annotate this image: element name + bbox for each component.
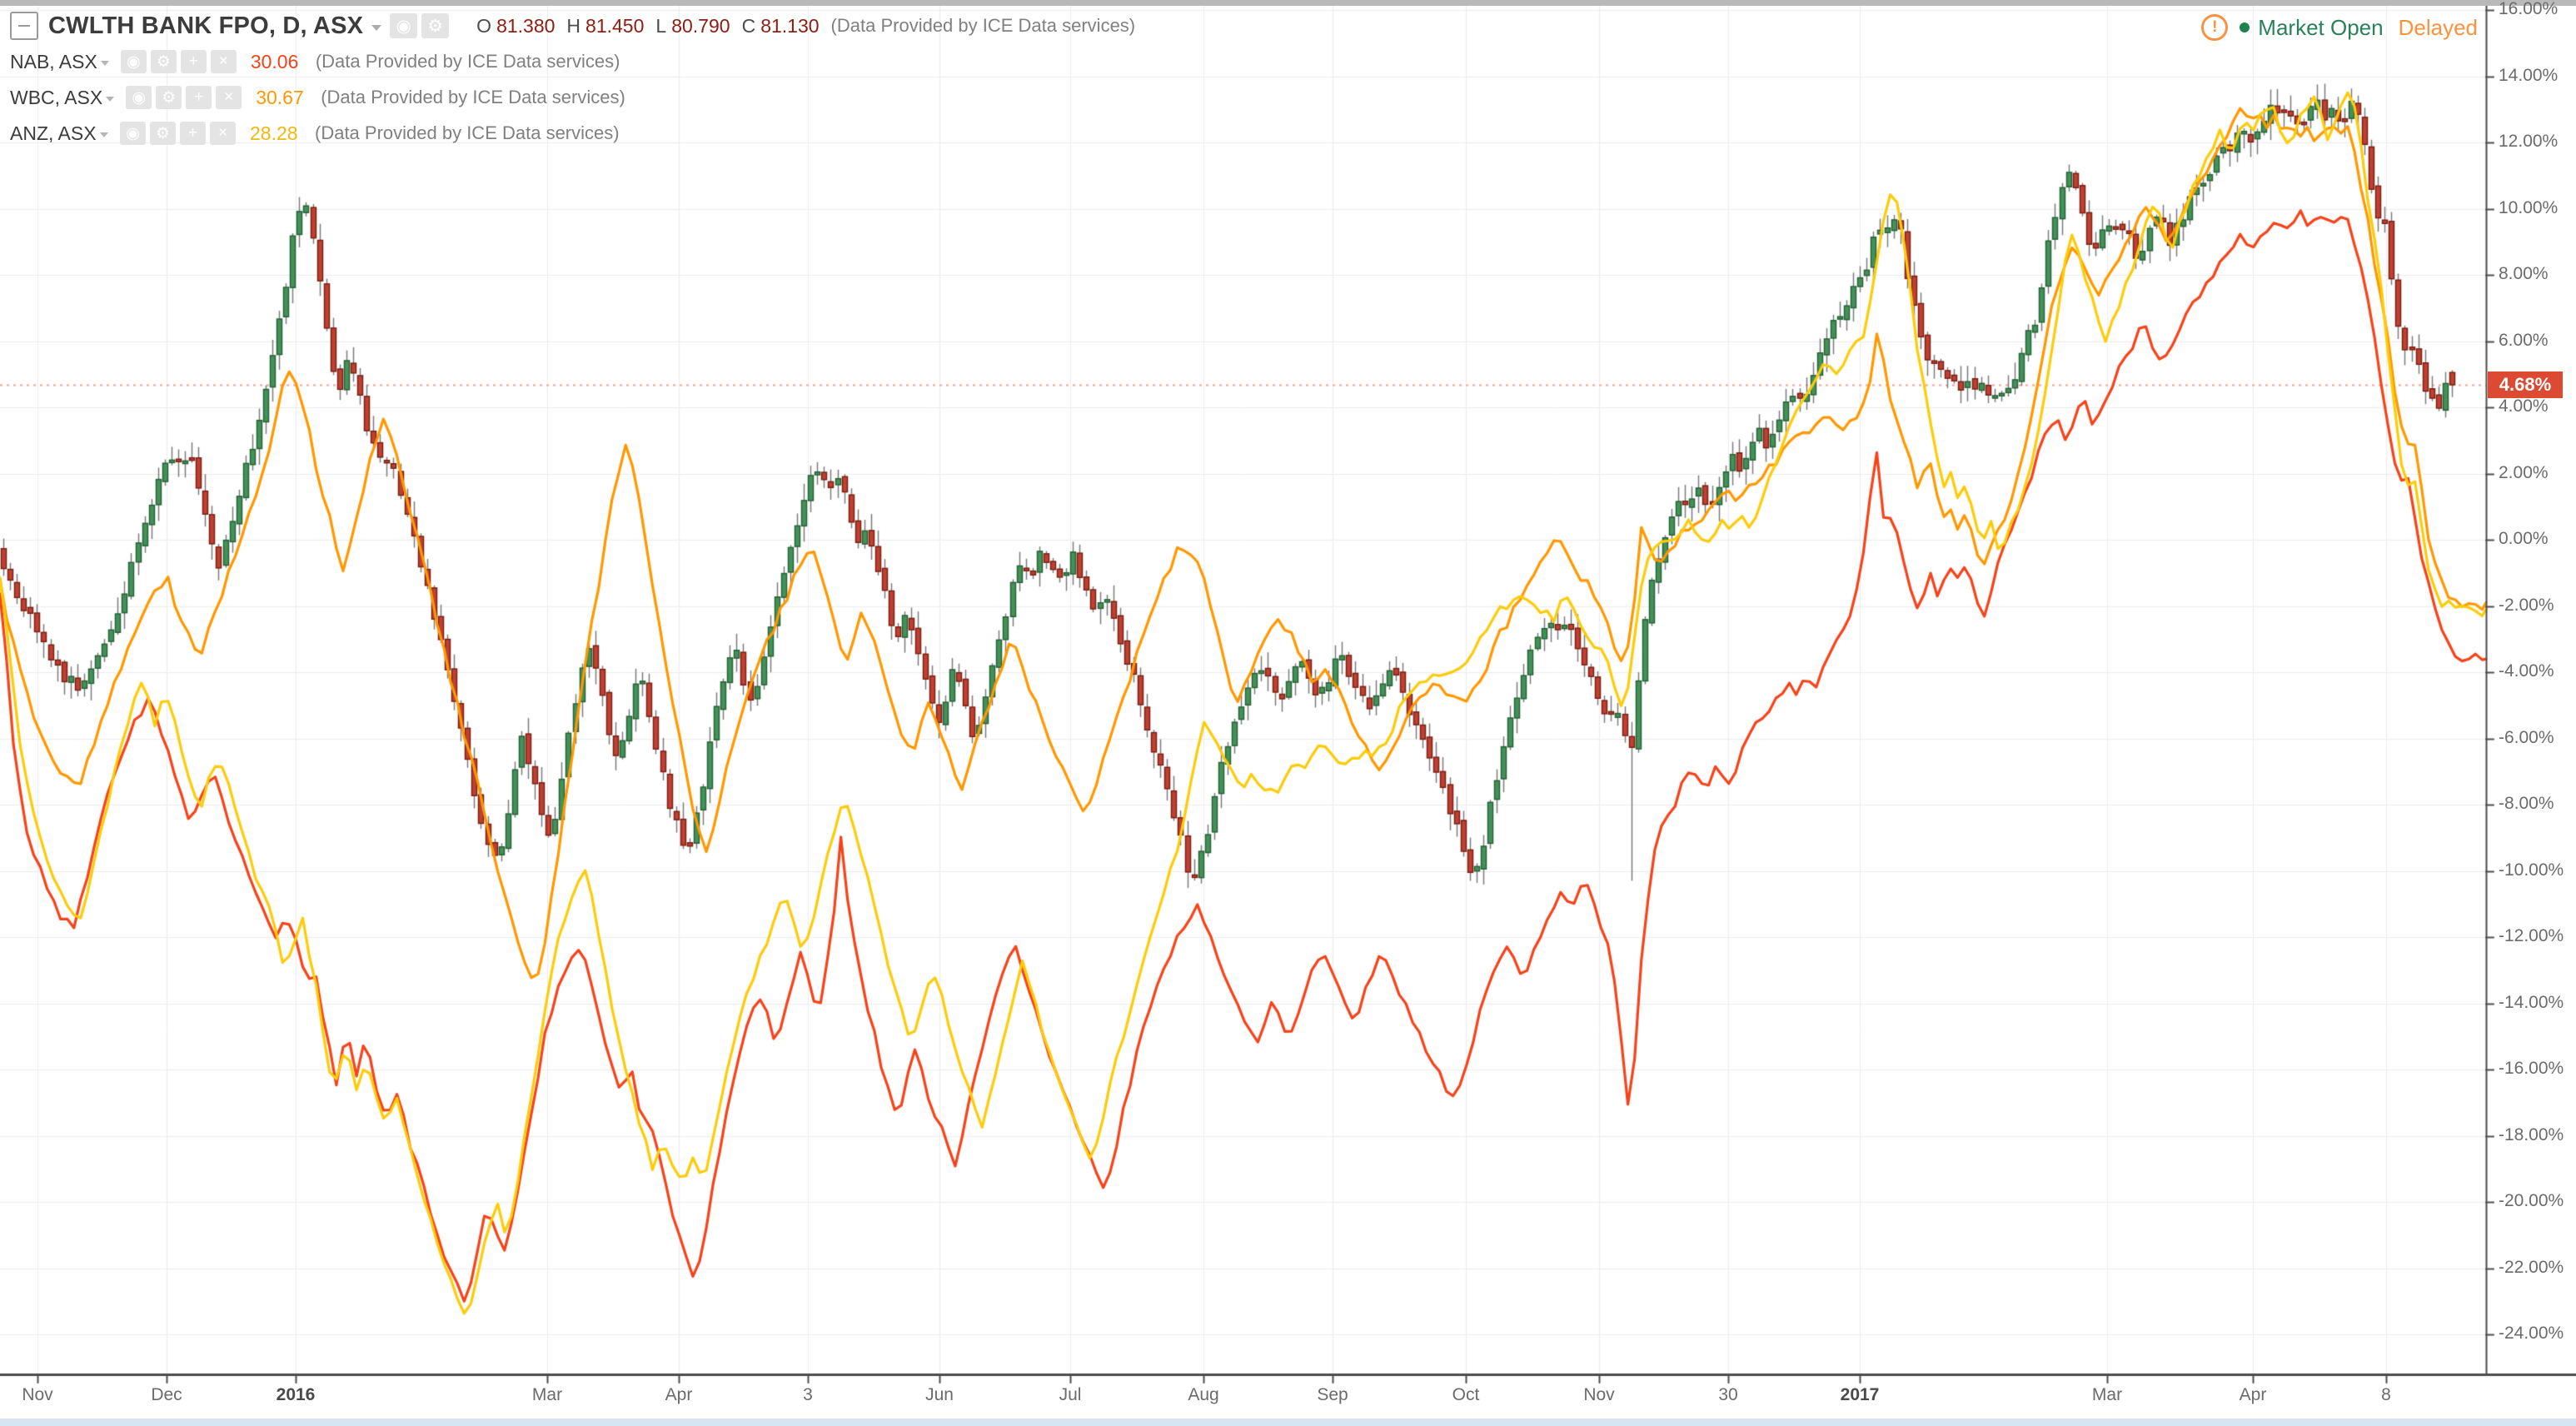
delayed-alert-icon[interactable]: ! [2201, 14, 2229, 41]
compare-symbol-label[interactable]: WBC, ASX [10, 86, 103, 108]
chevron-down-icon[interactable] [371, 24, 382, 31]
data-provider-note: (Data Provided by ICE Data services) [315, 122, 620, 143]
time-axis-label: Jul [1059, 1385, 1082, 1404]
time-axis-scale[interactable]: Nov Dec 2016 Mar Apr 3 Jun Jul Aug Sep Oct Nov 30 201… [0, 1375, 2576, 1419]
time-axis-label: 2017 [1840, 1385, 1880, 1404]
market-status: ! Market Open Delayed [2201, 13, 2478, 42]
time-axis-label: Nov [22, 1385, 53, 1404]
symbol-title[interactable]: CWLTH BANK FPO, D, ASX [48, 12, 364, 39]
price-axis-label: 0.00% [2499, 529, 2549, 548]
price-axis-label: 10.00% [2499, 197, 2559, 217]
chart-legend: CWLTH BANK FPO, D, ASX ◉ ⚙ O 81.380 H 81.4… [10, 12, 1135, 155]
compare-symbol-row: ANZ, ASX ◉ ⚙ + × 28.28 (Data Provided by ICE D… [10, 119, 1135, 147]
last-price-badge: 4.68% [2488, 371, 2563, 398]
window-bottom-edge [0, 1419, 2576, 1426]
open-value: 81.380 [496, 14, 556, 37]
price-axis-label: -18.00% [2499, 1124, 2564, 1144]
add-compare-icon[interactable]: + [180, 50, 207, 73]
time-axis-label: Mar [531, 1385, 563, 1404]
low-value: 80.790 [671, 14, 730, 37]
compare-symbol-value: 30.67 [256, 86, 304, 108]
compare-symbol-label[interactable]: NAB, ASX [10, 50, 97, 72]
price-axis-label: -8.00% [2499, 794, 2554, 813]
collapse-legend-icon[interactable] [10, 12, 38, 40]
window-top-edge [0, 0, 2576, 6]
time-axis-label: Oct [1452, 1385, 1480, 1404]
series-settings-gear-icon[interactable]: ⚙ [150, 50, 177, 73]
time-axis-label: 30 [1718, 1385, 1738, 1404]
compare-symbol-row: NAB, ASX ◉ ⚙ + × 30.06 (Data Provided by ICE D… [10, 47, 1135, 76]
compare-symbol-value: 30.06 [250, 50, 299, 72]
data-provider-note: (Data Provided by ICE Data services) [830, 15, 1136, 36]
hide-series-icon[interactable]: ◉ [126, 86, 152, 109]
time-axis-label: Jun [925, 1385, 954, 1404]
open-label: O [476, 14, 492, 37]
price-axis-label: -4.00% [2499, 661, 2554, 681]
price-axis-label: -2.00% [2499, 595, 2554, 615]
price-axis-label: -6.00% [2499, 727, 2554, 747]
time-axis-label: 8 [2381, 1385, 2391, 1404]
compare-symbol-row: WBC, ASX ◉ ⚙ + × 30.67 (Data Provided by ICE D… [10, 83, 1135, 112]
compare-symbol-value: 28.28 [250, 122, 298, 144]
compare-symbol-label[interactable]: ANZ, ASX [10, 122, 97, 144]
price-axis-label: -12.00% [2499, 926, 2564, 945]
price-axis-label: -14.00% [2499, 992, 2564, 1012]
time-axis-label: Dec [151, 1385, 182, 1404]
chevron-down-icon[interactable] [106, 96, 115, 102]
hide-series-icon[interactable]: ◉ [120, 50, 147, 73]
close-value: 81.130 [760, 14, 820, 37]
price-axis-label: -22.00% [2499, 1257, 2564, 1277]
close-label: C [741, 14, 756, 37]
series-settings-gear-icon[interactable]: ⚙ [421, 13, 450, 38]
delayed-label: Delayed [2398, 14, 2478, 40]
price-axis-label: 16.00% [2499, 0, 2559, 18]
time-axis-label: Mar [2091, 1385, 2123, 1404]
data-provider-note: (Data Provided by ICE Data services) [315, 51, 620, 72]
remove-series-icon[interactable]: × [216, 86, 242, 109]
hide-series-icon[interactable]: ◉ [120, 122, 146, 145]
price-axis-label: 6.00% [2499, 330, 2549, 350]
time-axis-label: 2016 [276, 1385, 316, 1404]
chevron-down-icon[interactable] [100, 60, 109, 66]
low-label: L [655, 14, 667, 37]
high-label: H [566, 14, 581, 37]
time-axis-label: Apr [665, 1385, 693, 1404]
hide-series-icon[interactable]: ◉ [390, 13, 418, 38]
series-settings-gear-icon[interactable]: ⚙ [156, 86, 182, 109]
time-axis-label: Apr [2239, 1385, 2267, 1404]
price-axis-label: 12.00% [2499, 132, 2559, 151]
price-axis-label: -16.00% [2499, 1059, 2564, 1078]
remove-series-icon[interactable]: × [210, 50, 237, 73]
time-axis-label: Nov [1583, 1385, 1615, 1404]
time-axis-label: 3 [803, 1385, 813, 1404]
add-compare-icon[interactable]: + [186, 86, 212, 109]
price-axis-label: 14.00% [2499, 65, 2559, 85]
time-axis-label: Sep [1317, 1385, 1348, 1404]
series-settings-gear-icon[interactable]: ⚙ [150, 122, 176, 145]
ohlc-values: O 81.380 H 81.450 L 80.790 C 81.130 [465, 15, 819, 37]
price-axis-label: 2.00% [2499, 462, 2549, 482]
price-axis-label: -10.00% [2499, 860, 2564, 880]
data-provider-note: (Data Provided by ICE Data services) [321, 87, 625, 107]
high-value: 81.450 [585, 14, 645, 37]
price-axis-label: 8.00% [2499, 264, 2549, 283]
main-symbol-row: CWLTH BANK FPO, D, ASX ◉ ⚙ O 81.380 H 81.4… [10, 12, 1135, 40]
chevron-down-icon[interactable] [100, 132, 108, 137]
market-open-label: Market Open [2258, 14, 2384, 40]
remove-series-icon[interactable]: × [210, 122, 236, 145]
add-compare-icon[interactable]: + [180, 122, 206, 145]
price-axis-label: -24.00% [2499, 1324, 2564, 1343]
price-axis-scale[interactable]: 16.00% 14.00% 12.00% 10.00% 8.00% 6.00% 4.00% 2… [2487, 0, 2576, 1374]
market-open-dot-icon [2240, 22, 2250, 32]
price-axis-label: -20.00% [2499, 1191, 2564, 1210]
price-axis-label: 4.00% [2499, 396, 2549, 416]
time-axis-label: Aug [1188, 1385, 1219, 1404]
